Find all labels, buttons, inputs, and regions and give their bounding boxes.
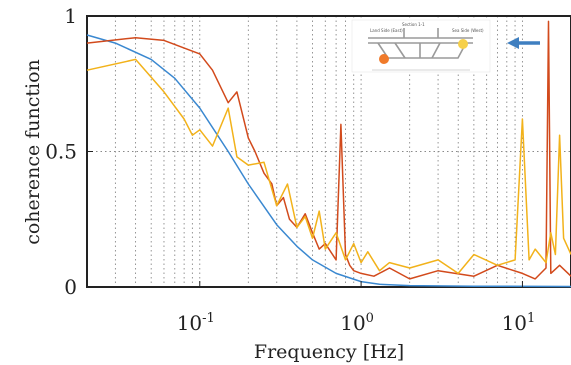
inset-label-sea: Sea Side (West) <box>452 28 484 33</box>
x-tick-label: 101 <box>502 311 536 335</box>
y-tick-label: 0.5 <box>45 140 77 164</box>
inset-label-land: Land Side (East) <box>370 28 403 33</box>
bridge-truss-icon <box>368 28 473 71</box>
ticks: 10-1 100 101 0 0.5 1 <box>45 4 535 335</box>
x-axis-title: Frequency [Hz] <box>254 341 404 363</box>
land-side-sensor-marker <box>379 54 389 64</box>
series-line-1 <box>86 34 571 288</box>
inset-figure: Land Side (East) Section 1-1 Sea Side (W… <box>351 19 540 73</box>
y-tick-label: 0 <box>64 275 77 299</box>
y-axis-title: coherence function <box>22 59 44 245</box>
series-line-3 <box>86 58 571 275</box>
y-tick-label: 1 <box>64 4 77 28</box>
series-line-2 <box>86 20 571 280</box>
inset-label-section: Section 1-1 <box>402 22 425 27</box>
series-layer <box>86 20 571 288</box>
wind-arrow-icon <box>507 37 540 49</box>
x-tick-label: 10-1 <box>177 311 215 335</box>
sea-side-sensor-marker <box>458 39 468 49</box>
x-tick-label: 100 <box>340 311 374 335</box>
grid <box>87 16 571 287</box>
